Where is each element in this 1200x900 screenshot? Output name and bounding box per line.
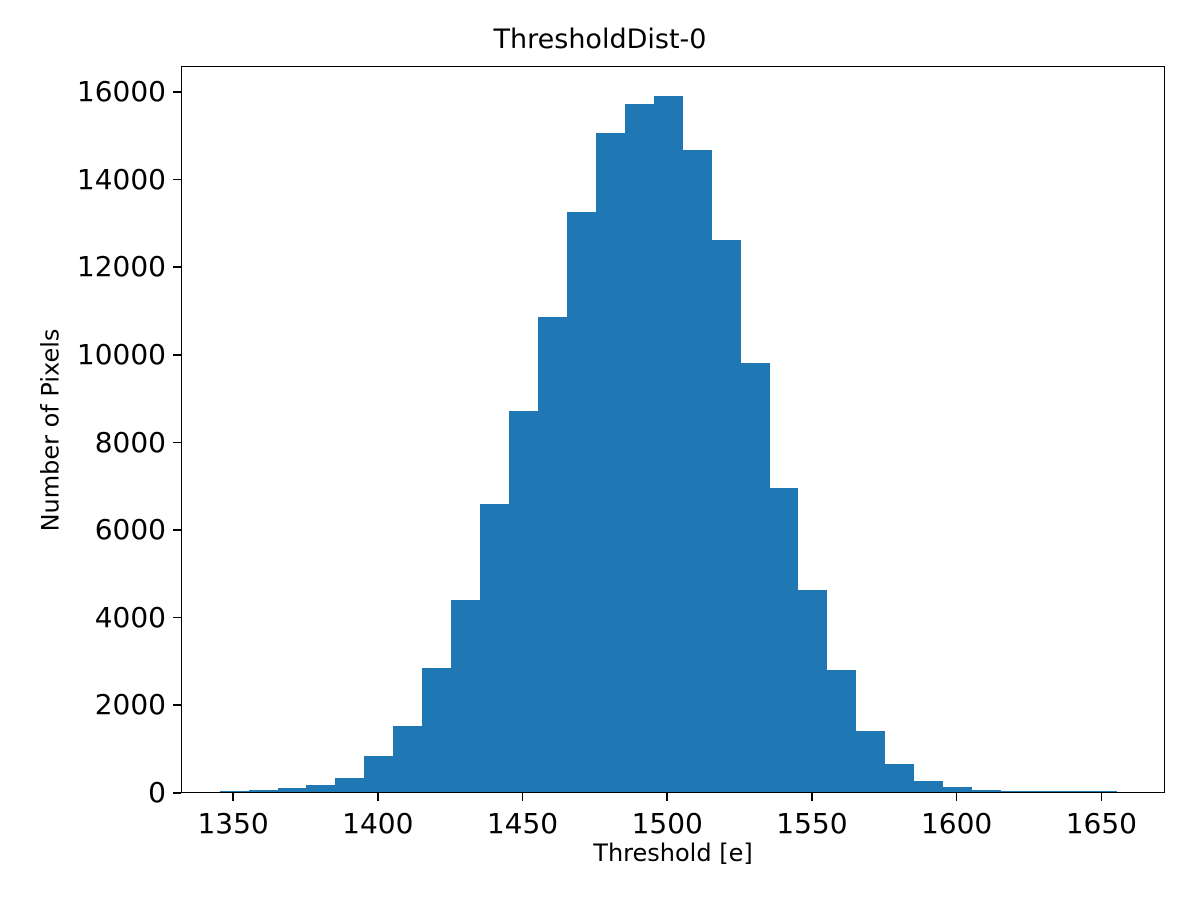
histogram-bar <box>1058 791 1088 792</box>
histogram-bar <box>335 777 365 792</box>
x-tick-mark <box>666 793 668 801</box>
y-tick-label: 2000 <box>94 688 166 722</box>
y-tick-mark <box>173 529 181 531</box>
histogram-bar <box>682 150 712 792</box>
histogram-bar <box>885 763 915 792</box>
y-tick-label: 10000 <box>76 338 166 372</box>
histogram-bar <box>451 600 481 792</box>
histogram-bar <box>711 240 741 792</box>
y-tick-mark <box>173 792 181 794</box>
histogram-bar <box>248 789 278 792</box>
histogram-bar <box>364 755 394 792</box>
y-tick-mark <box>173 616 181 619</box>
x-tick-label: 1450 <box>486 807 559 840</box>
histogram-bar <box>393 726 423 792</box>
y-tick-label: 16000 <box>76 75 166 109</box>
chart-title: ThresholdDist-0 <box>493 24 707 55</box>
y-axis-label: Number of Pixels <box>36 328 65 532</box>
x-tick-mark <box>521 793 524 801</box>
histogram-bar <box>972 789 1002 792</box>
x-tick-label: 1350 <box>197 807 269 840</box>
histogram-bar <box>509 410 538 792</box>
histogram-bar <box>740 362 770 792</box>
histogram-bar <box>856 730 886 792</box>
x-tick-mark <box>955 793 958 801</box>
histogram-bar <box>422 668 452 792</box>
y-tick-mark <box>173 441 181 444</box>
x-tick-label: 1550 <box>776 807 848 840</box>
x-tick-mark <box>377 793 379 801</box>
y-tick-mark <box>173 91 181 93</box>
histogram-bar <box>943 787 973 792</box>
x-tick-mark <box>1100 793 1103 801</box>
histogram-bars <box>182 67 1164 792</box>
x-axis-label: Threshold [e] <box>593 839 753 867</box>
x-tick-mark <box>811 793 813 801</box>
histogram-bar <box>537 316 567 792</box>
y-tick-mark <box>173 704 181 706</box>
y-tick-label: 0 <box>148 776 166 809</box>
y-tick-label: 6000 <box>94 513 166 547</box>
y-tick-mark <box>173 354 181 356</box>
y-tick-mark <box>173 178 181 181</box>
histogram-bar <box>277 788 307 792</box>
histogram-bar <box>914 781 944 792</box>
plot-area <box>181 66 1165 793</box>
histogram-bar <box>624 104 654 792</box>
y-tick-label: 8000 <box>94 425 166 459</box>
x-tick-label: 1650 <box>1065 807 1137 840</box>
histogram-bar <box>827 670 857 792</box>
histogram-bar <box>769 487 799 792</box>
x-tick-label: 1500 <box>631 807 703 840</box>
y-tick-label: 14000 <box>76 162 166 196</box>
y-tick-label: 4000 <box>94 600 166 634</box>
histogram-bar <box>306 785 336 792</box>
histogram-bar <box>1087 791 1117 792</box>
x-tick-mark <box>232 793 234 801</box>
histogram-bar <box>653 95 683 792</box>
histogram-bar <box>1029 791 1059 792</box>
y-tick-mark <box>173 266 181 269</box>
histogram-bar <box>219 790 249 792</box>
histogram-bar <box>1001 790 1030 792</box>
histogram-bar <box>798 589 828 792</box>
histogram-bar <box>595 132 625 792</box>
x-tick-label: 1600 <box>920 807 993 840</box>
x-tick-label: 1400 <box>342 807 414 840</box>
y-tick-label: 12000 <box>76 250 166 284</box>
histogram-bar <box>480 503 510 792</box>
histogram-bar <box>566 211 596 792</box>
